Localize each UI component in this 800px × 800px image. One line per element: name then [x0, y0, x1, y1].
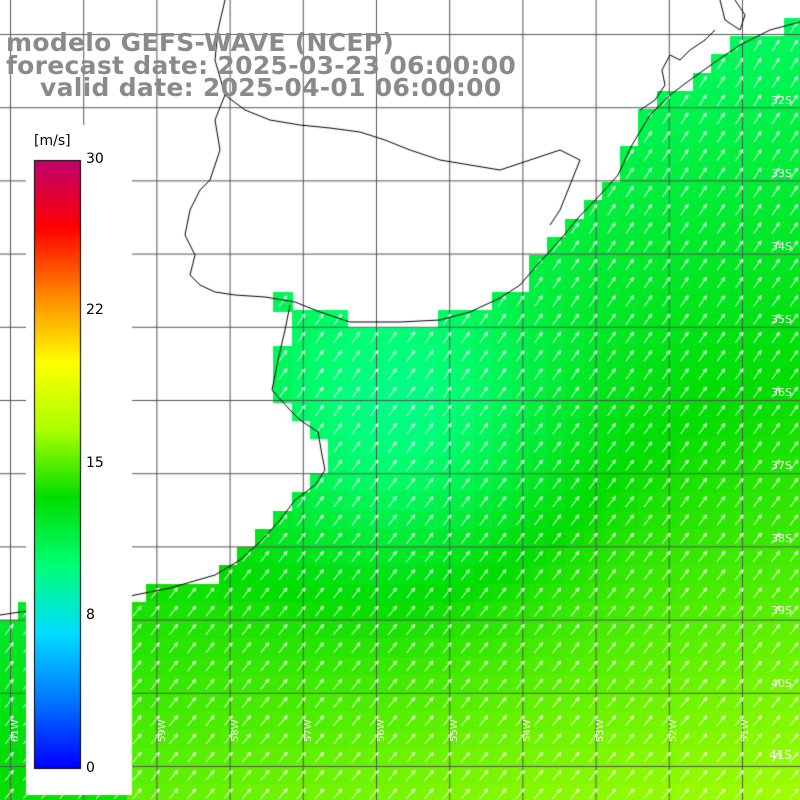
- colorbar-tick-0: 0: [86, 760, 95, 776]
- lon-label-58w: 58W: [230, 719, 241, 742]
- lat-label-34s: 34S: [771, 240, 792, 253]
- forecast-date-title: forecast date: 2025-03-23 06:00:00: [6, 51, 517, 80]
- lon-label-51w: 51W: [740, 719, 751, 742]
- model-title: modelo GEFS-WAVE (NCEP): [6, 28, 395, 57]
- lon-label-55w: 55W: [449, 719, 460, 742]
- lat-label-38s: 38S: [771, 532, 792, 545]
- lon-label-53w: 53W: [595, 719, 606, 742]
- lat-label-33s: 33S: [771, 167, 792, 180]
- lat-label-41s: 41S: [769, 748, 792, 762]
- valid-date-title: valid date: 2025-04-01 06:00:00: [40, 73, 502, 102]
- lon-label-56w: 56W: [376, 719, 387, 742]
- lat-label-32s: 32S: [771, 94, 792, 107]
- lat-label-37s: 37S: [771, 459, 792, 472]
- lat-label-39s: 39S: [771, 604, 792, 617]
- lon-label-54w: 54W: [522, 719, 533, 742]
- lon-label-59w: 59W: [157, 719, 168, 742]
- lat-label-40s: 40S: [771, 677, 792, 690]
- lon-label-60w: 60W: [84, 719, 95, 742]
- lat-label-35s: 35S: [771, 313, 792, 326]
- lon-label-61w: 61W: [10, 719, 21, 742]
- colorbar-tick-8: 8: [86, 607, 95, 623]
- lon-label-52w: 52W: [668, 719, 679, 742]
- colorbar-tick-30: 30: [86, 151, 104, 167]
- colorbar-tick-15: 15: [86, 455, 104, 471]
- colorbar-unit-label: [m/s]: [34, 133, 71, 149]
- lat-label-36s: 36S: [771, 386, 792, 399]
- colorbar-tick-22: 22: [86, 302, 104, 318]
- lon-label-57w: 57W: [303, 719, 314, 742]
